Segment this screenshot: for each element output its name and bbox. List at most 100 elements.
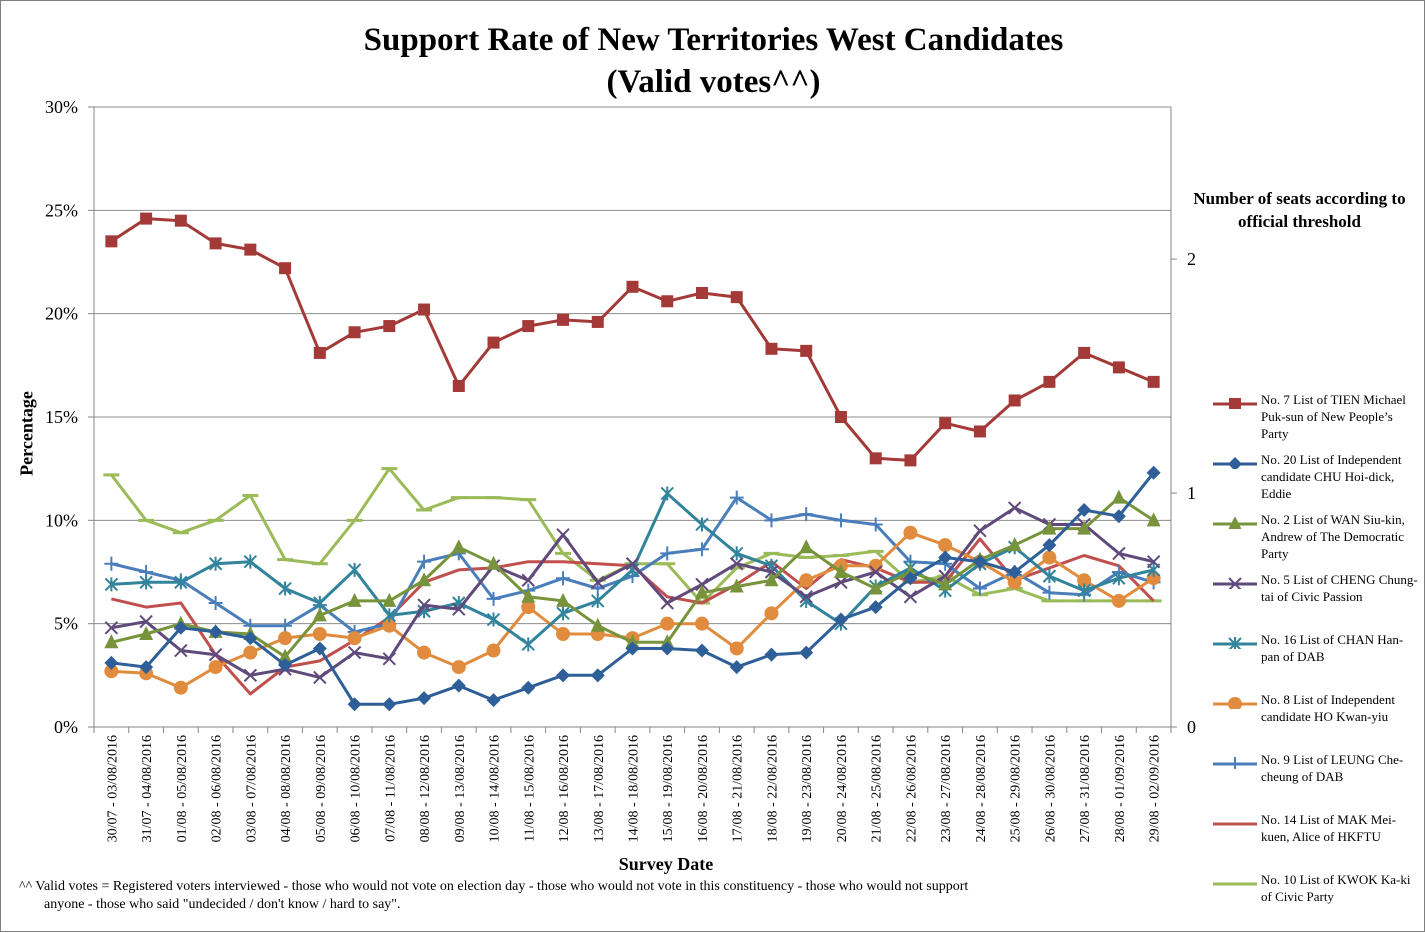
data-point bbox=[521, 588, 536, 603]
data-point bbox=[660, 486, 674, 501]
data-point bbox=[590, 668, 605, 683]
data-point bbox=[278, 658, 293, 672]
legend-swatch bbox=[1213, 882, 1257, 886]
y-tick-label: 30% bbox=[45, 97, 78, 117]
legend-swatch bbox=[1213, 577, 1257, 589]
data-point bbox=[730, 546, 744, 561]
x-tick-label: 10/08 - 14/08/2016 bbox=[488, 735, 503, 842]
data-point bbox=[557, 313, 570, 326]
data-point bbox=[556, 606, 570, 621]
data-point bbox=[1228, 757, 1242, 769]
data-point bbox=[382, 592, 397, 607]
chart-subtitle: (Valid votes^^) bbox=[606, 64, 821, 100]
series-line bbox=[110, 217, 1155, 462]
data-point bbox=[1229, 398, 1241, 409]
legend-label: No. 10 List of KWOK Ka-ki of Civic Party bbox=[1261, 872, 1411, 904]
data-point bbox=[312, 627, 327, 641]
data-point bbox=[209, 237, 222, 250]
data-point bbox=[729, 490, 744, 505]
data-point bbox=[938, 538, 953, 553]
data-point bbox=[418, 303, 431, 316]
data-point bbox=[104, 664, 119, 679]
data-point bbox=[972, 554, 987, 569]
right-axis-title: Number of seats according to official th… bbox=[1193, 189, 1406, 231]
data-point bbox=[208, 556, 223, 571]
legend-item: No. 14 List of MAK Mei-kuen, Alice of HK… bbox=[1213, 811, 1419, 871]
x-axis-label: Survey Date bbox=[618, 854, 714, 874]
data-point bbox=[521, 637, 535, 652]
data-point bbox=[382, 697, 397, 712]
data-point bbox=[660, 616, 675, 631]
data-point bbox=[1077, 503, 1092, 517]
footnote-line-2: anyone - those who said "undecided / don… bbox=[44, 897, 401, 912]
x-tick-label: 05/08 - 09/08/2016 bbox=[314, 735, 329, 842]
data-point bbox=[556, 571, 571, 586]
data-point bbox=[104, 655, 119, 670]
data-point bbox=[347, 697, 362, 712]
data-point bbox=[799, 590, 813, 604]
data-point bbox=[764, 572, 779, 587]
legend-item: No. 16 List of CHAN Han-pan of DAB bbox=[1213, 631, 1419, 691]
data-point bbox=[139, 626, 154, 640]
x-tick-label: 11/08 - 15/08/2016 bbox=[522, 735, 537, 842]
data-point bbox=[486, 612, 501, 627]
data-point bbox=[799, 507, 814, 522]
data-point bbox=[625, 641, 640, 656]
data-point bbox=[868, 580, 883, 595]
data-point bbox=[382, 608, 397, 623]
data-point bbox=[417, 554, 432, 569]
legend-label: No. 14 List of MAK Mei-kuen, Alice of HK… bbox=[1261, 812, 1397, 844]
legend-label: No. 16 List of CHAN Han-pan of DAB bbox=[1261, 632, 1404, 664]
data-point bbox=[660, 634, 675, 649]
data-point bbox=[694, 542, 709, 557]
legend-label: No. 2 List of WAN Siu-kin, Andrew of The… bbox=[1261, 512, 1405, 561]
x-tick-label: 17/08 - 21/08/2016 bbox=[731, 735, 746, 842]
series-7 bbox=[111, 537, 1155, 696]
data-point bbox=[1146, 465, 1161, 480]
data-point bbox=[1228, 517, 1242, 529]
x-tick-label: 29/08 - 02/09/2016 bbox=[1148, 735, 1163, 842]
y-tick-label: 0% bbox=[54, 717, 78, 737]
data-point bbox=[625, 557, 640, 571]
data-point bbox=[1007, 565, 1022, 579]
x-tick-label: 13/08 - 17/08/2016 bbox=[592, 735, 607, 842]
data-point bbox=[382, 618, 397, 633]
x-tick-label: 08/08 - 12/08/2016 bbox=[418, 735, 433, 842]
data-point bbox=[208, 596, 223, 610]
data-point bbox=[382, 652, 397, 666]
data-point bbox=[1228, 637, 1242, 649]
data-point bbox=[139, 614, 153, 629]
data-point bbox=[417, 572, 432, 587]
data-point bbox=[313, 346, 326, 359]
data-point bbox=[1146, 554, 1161, 569]
data-point bbox=[556, 592, 571, 607]
data-point bbox=[764, 606, 779, 621]
legend-swatch bbox=[1213, 398, 1257, 409]
x-tick-label: 22/08 - 26/08/2016 bbox=[904, 735, 919, 842]
y-tick-label: 10% bbox=[45, 510, 78, 530]
x-tick-label: 01/08 - 05/08/2016 bbox=[175, 735, 190, 842]
x-tick-label: 30/07 - 03/08/2016 bbox=[105, 735, 120, 842]
data-point bbox=[868, 600, 883, 615]
data-point bbox=[730, 557, 744, 571]
data-point bbox=[591, 315, 604, 328]
data-point bbox=[695, 517, 709, 532]
right-y-tick-label: 2 bbox=[1187, 249, 1196, 269]
data-point bbox=[833, 612, 848, 627]
data-point bbox=[695, 287, 708, 299]
data-point bbox=[140, 212, 153, 225]
data-point bbox=[173, 680, 188, 695]
data-point bbox=[174, 214, 187, 227]
data-point bbox=[104, 621, 119, 635]
data-point bbox=[694, 643, 709, 658]
data-point bbox=[660, 546, 675, 561]
data-point bbox=[973, 425, 986, 438]
data-point bbox=[104, 634, 119, 649]
data-point bbox=[799, 539, 814, 554]
data-point bbox=[1112, 546, 1126, 561]
x-tick-label: 03/08 - 07/08/2016 bbox=[244, 735, 259, 842]
data-point bbox=[139, 575, 153, 590]
x-tick-label: 18/08 - 22/08/2016 bbox=[765, 735, 780, 842]
data-point bbox=[695, 577, 709, 592]
